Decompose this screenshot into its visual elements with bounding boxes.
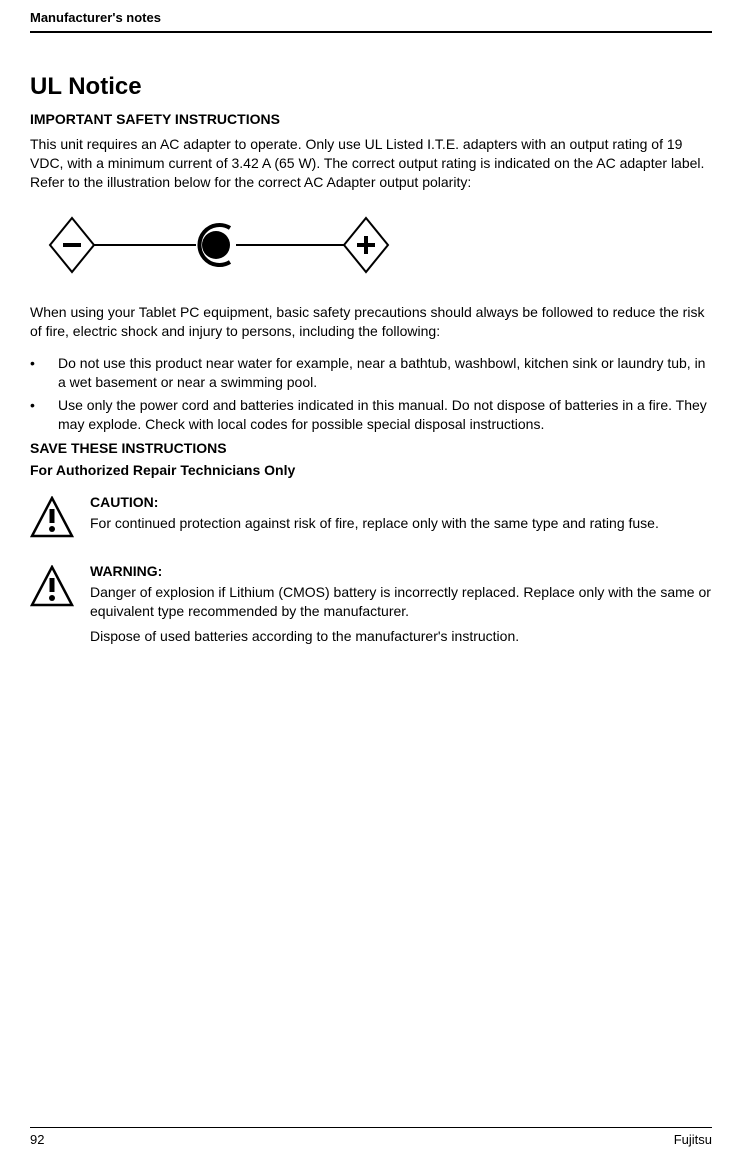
warning-icon [30,563,90,652]
warning-label: WARNING: [90,563,712,579]
authorized-repair: For Authorized Repair Technicians Only [30,462,712,478]
warning-text-1: Danger of explosion if Lithium (CMOS) ba… [90,583,712,621]
save-instructions: SAVE THESE INSTRUCTIONS [30,440,712,456]
warning-text-2: Dispose of used batteries according to t… [90,627,712,646]
caution-text: For continued protection against risk of… [90,514,712,533]
safety-paragraph: When using your Tablet PC equipment, bas… [30,303,712,341]
page-number: 92 [30,1132,44,1147]
safety-subtitle: IMPORTANT SAFETY INSTRUCTIONS [30,111,712,127]
page-header: Manufacturer's notes [30,10,712,33]
bullet-item: • Do not use this product near water for… [30,354,712,392]
caution-block: CAUTION: For continued protection agains… [30,494,712,545]
page-footer: 92 Fujitsu [30,1127,712,1147]
intro-paragraph: This unit requires an AC adapter to oper… [30,135,712,192]
bullet-text: Use only the power cord and batteries in… [58,396,712,434]
main-title: UL Notice [30,73,712,101]
bullet-marker: • [30,396,58,434]
bullet-item: • Use only the power cord and batteries … [30,396,712,434]
bullet-marker: • [30,354,58,392]
warning-block: WARNING: Danger of explosion if Lithium … [30,563,712,652]
polarity-diagram [44,210,712,285]
brand-name: Fujitsu [674,1132,712,1147]
bullet-text: Do not use this product near water for e… [58,354,712,392]
bullet-list: • Do not use this product near water for… [30,354,712,434]
caution-label: CAUTION: [90,494,712,510]
caution-icon [30,494,90,545]
